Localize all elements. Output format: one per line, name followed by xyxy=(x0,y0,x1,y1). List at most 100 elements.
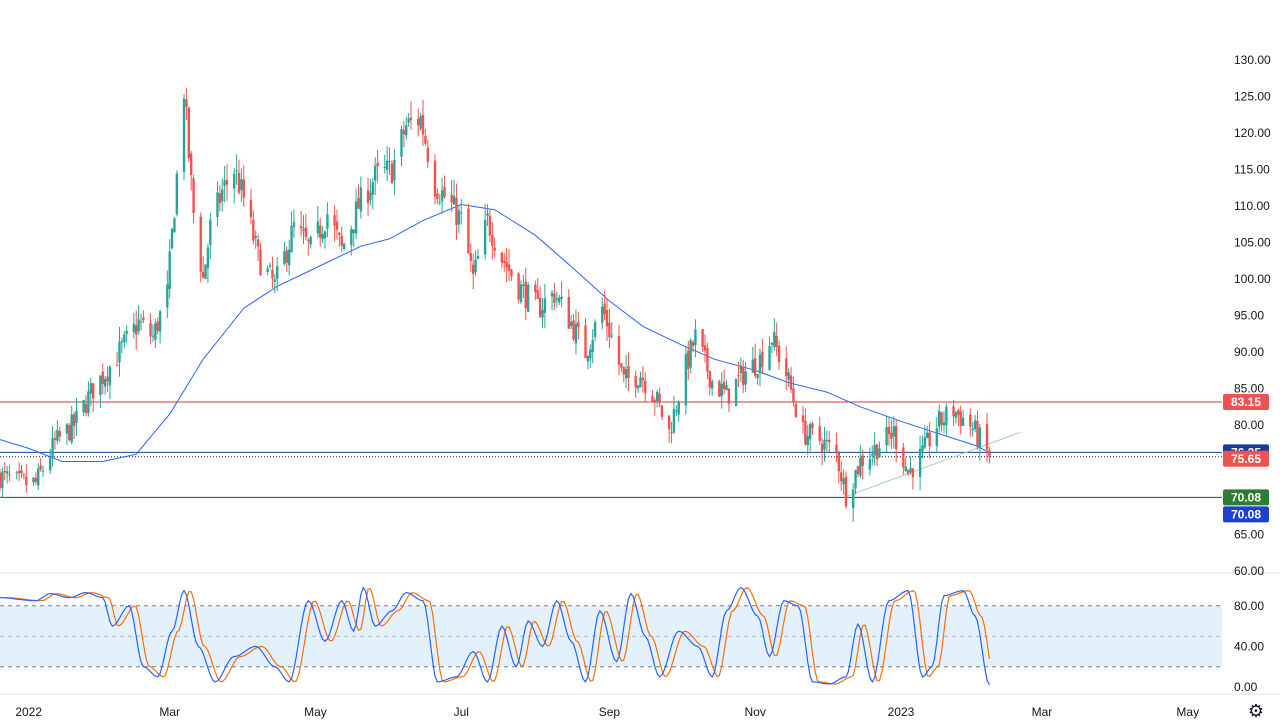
y-tick-label: 85.00 xyxy=(1234,382,1264,396)
candle-body xyxy=(651,395,654,402)
candle-body xyxy=(357,197,360,209)
candle-body xyxy=(287,249,291,266)
candle-body xyxy=(438,201,441,203)
candle-body xyxy=(92,383,95,399)
candle-body xyxy=(928,432,931,447)
x-tick-label: Mar xyxy=(1032,705,1053,719)
y-tick-label: 95.00 xyxy=(1234,309,1264,323)
candle-body xyxy=(175,173,179,215)
candle-body xyxy=(307,240,310,242)
candle-body xyxy=(720,383,723,397)
candle-body xyxy=(39,465,42,470)
candle-body xyxy=(524,281,527,308)
candle-body xyxy=(988,450,991,457)
candle-body xyxy=(644,380,647,393)
candle-body xyxy=(189,153,193,175)
candle-body xyxy=(75,410,78,423)
candle-body xyxy=(316,221,320,234)
candle-body xyxy=(299,225,303,229)
candle-body xyxy=(292,222,296,228)
candle-body xyxy=(302,229,305,232)
candle-body xyxy=(503,261,506,264)
candle-body xyxy=(519,284,523,302)
price-badge: 70.08 xyxy=(1223,489,1269,506)
candle-body xyxy=(149,323,152,337)
candle-body xyxy=(385,160,389,171)
candle-body xyxy=(266,268,269,272)
candle-body xyxy=(139,321,143,323)
candle-body xyxy=(390,163,394,184)
y-tick-label: 110.00 xyxy=(1234,199,1270,213)
candle-body xyxy=(835,444,838,452)
y-tick-label: 80.00 xyxy=(1234,418,1264,432)
candle-body xyxy=(854,470,857,489)
candle-body xyxy=(744,371,747,385)
candle-body xyxy=(938,410,941,427)
candle-body xyxy=(510,269,513,277)
candle-body xyxy=(400,129,403,157)
y-tick-label: 65.00 xyxy=(1234,528,1264,542)
candle-body xyxy=(634,375,637,388)
candle-body xyxy=(737,374,740,376)
candle-body xyxy=(818,425,821,441)
candle-body xyxy=(170,228,174,248)
candle-body xyxy=(333,215,336,226)
candle-body xyxy=(627,366,630,378)
x-tick-label: Sep xyxy=(599,705,621,719)
candle-body xyxy=(32,477,35,483)
candle-body xyxy=(51,438,54,458)
candle-body xyxy=(727,388,731,404)
candle-body xyxy=(558,297,561,303)
candle-body xyxy=(173,218,176,233)
candle-body xyxy=(567,297,570,329)
trend-line xyxy=(845,431,1021,498)
candle-body xyxy=(555,298,559,300)
candle-body xyxy=(894,425,898,450)
candle-body xyxy=(500,252,504,263)
candle-body xyxy=(118,341,121,363)
candle-body xyxy=(335,221,339,230)
candle-body xyxy=(794,404,798,418)
candle-body xyxy=(856,466,860,475)
candle-body xyxy=(959,411,962,426)
candle-body xyxy=(233,173,236,189)
candle-body xyxy=(450,194,453,203)
candle-body xyxy=(185,99,188,107)
candle-body xyxy=(41,470,45,472)
candle-body xyxy=(168,251,171,289)
candle-body xyxy=(691,342,695,347)
candle-body xyxy=(237,172,241,193)
candle-body xyxy=(957,410,960,415)
candle-body xyxy=(283,251,286,265)
candle-body xyxy=(572,320,575,340)
x-tick-label: 2023 xyxy=(888,705,915,719)
stoch-d-line xyxy=(0,587,990,685)
candle-body xyxy=(20,470,23,474)
x-tick-label: Nov xyxy=(745,705,766,719)
price-badge: 70.08 xyxy=(1223,506,1269,523)
candle-body xyxy=(402,130,406,135)
x-tick-label: Mar xyxy=(159,705,180,719)
candle-body xyxy=(137,319,140,332)
candle-body xyxy=(304,227,308,238)
candle-body xyxy=(125,330,128,334)
candle-body xyxy=(761,351,764,368)
candle-body xyxy=(785,358,788,377)
candle-body xyxy=(954,412,958,418)
candle-body xyxy=(811,423,814,428)
candle-body xyxy=(792,388,795,402)
x-tick-label: 2022 xyxy=(15,705,42,719)
y-tick-label: 125.00 xyxy=(1234,90,1271,104)
candle-body xyxy=(58,431,61,437)
candle-body xyxy=(687,350,690,370)
candle-body xyxy=(199,216,202,272)
candle-body xyxy=(383,166,386,169)
candle-body xyxy=(192,178,195,214)
settings-gear-icon[interactable]: ⚙ xyxy=(1247,701,1265,721)
candle-body xyxy=(823,439,826,450)
candle-body xyxy=(658,393,661,403)
candle-body xyxy=(419,116,422,129)
candle-body xyxy=(486,213,489,216)
moving-average-line xyxy=(0,203,990,462)
candle-body xyxy=(17,470,21,474)
